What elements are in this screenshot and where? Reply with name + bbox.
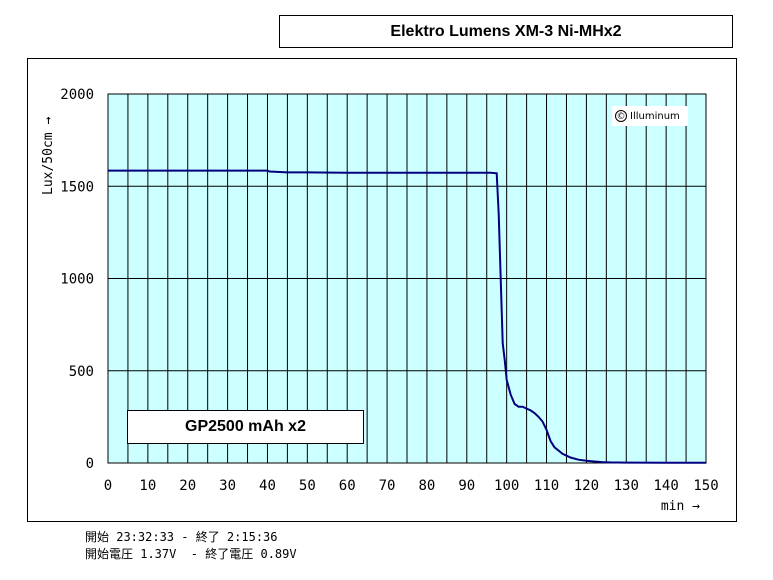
x-axis-label: min → <box>661 499 700 514</box>
x-tick-label: 20 <box>179 478 196 494</box>
x-tick-label: 30 <box>219 478 236 494</box>
y-tick-label: 2000 <box>60 87 94 103</box>
x-tick-label: 10 <box>139 478 156 494</box>
y-tick-label: 1500 <box>60 179 94 195</box>
watermark-text: Illuminum <box>630 110 680 122</box>
x-tick-label: 90 <box>458 478 475 494</box>
y-tick-labels: 0 500 1000 1500 2000 <box>60 87 94 472</box>
copyright-icon: © <box>615 110 627 122</box>
grid-lines <box>108 94 706 463</box>
chart-title: Elektro Lumens XM-3 Ni-MHx2 <box>279 15 733 48</box>
x-tick-label: 130 <box>614 478 639 494</box>
watermark: © Illuminum <box>612 106 688 126</box>
footer-time-line: 開始 23:32:33 - 終了 2:15:36 <box>85 530 278 544</box>
series-line <box>108 169 706 464</box>
x-tick-label: 100 <box>494 478 519 494</box>
y-tick-label: 500 <box>69 364 94 380</box>
x-tick-label: 80 <box>419 478 436 494</box>
x-tick-label: 50 <box>299 478 316 494</box>
x-tick-label: 110 <box>534 478 559 494</box>
x-tick-label: 40 <box>259 478 276 494</box>
x-tick-label: 0 <box>104 478 112 494</box>
series-legend: GP2500 mAh x2 <box>127 410 364 444</box>
y-tick-label: 0 <box>86 456 94 472</box>
x-tick-labels: 0 10 20 30 40 50 60 70 80 90 100 110 120 130 140 150 <box>104 478 719 494</box>
x-tick-label: 150 <box>693 478 718 494</box>
y-axis-label: Lux/50cm → <box>41 117 56 195</box>
footer-voltage-line: 開始電圧 1.37V - 終了電圧 0.89V <box>85 547 297 561</box>
x-tick-label: 60 <box>339 478 356 494</box>
x-tick-label: 140 <box>653 478 678 494</box>
x-tick-label: 70 <box>379 478 396 494</box>
x-tick-label: 120 <box>574 478 599 494</box>
y-tick-label: 1000 <box>60 272 94 288</box>
